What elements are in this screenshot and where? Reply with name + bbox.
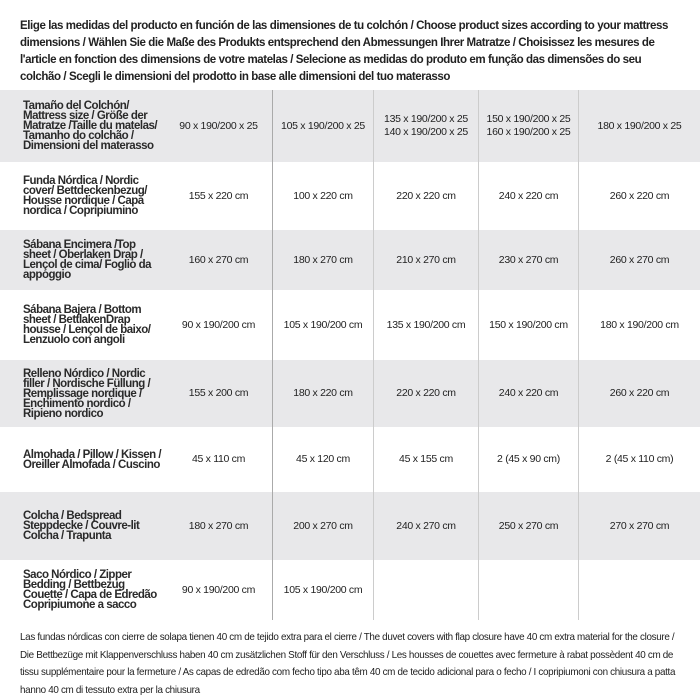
table-row: Sábana Encimera /Top sheet / Oberlaken D… xyxy=(0,230,700,290)
intro-text: Elige las medidas del producto en funció… xyxy=(20,18,668,83)
row-label: Saco Nórdico / Zipper Bedding / Bettbezu… xyxy=(23,569,157,611)
table-row: Sábana Bajera / Bottom sheet / Bettlaken… xyxy=(0,290,700,360)
table-row: Funda Nórdica / Nordic cover/ Bettdecken… xyxy=(0,162,700,230)
size-cell xyxy=(578,560,700,620)
size-cell: 180 x 190/200 x 25 xyxy=(578,90,700,162)
size-table: Tamaño del Colchón/ Mattress size / Größ… xyxy=(0,90,700,620)
size-cell: 220 x 220 cm xyxy=(373,162,478,230)
size-cell: 105 x 190/200 cm xyxy=(272,560,373,620)
row-label: Almohada / Pillow / Kissen / Oreiller Al… xyxy=(23,448,162,471)
size-cell xyxy=(478,560,578,620)
header-row: Tamaño del Colchón/ Mattress size / Größ… xyxy=(0,90,700,162)
size-cell: 90 x 190/200 cm xyxy=(181,583,256,596)
size-cell: 180 x 270 cm xyxy=(188,519,249,532)
size-cell: 100 x 220 cm xyxy=(272,162,373,230)
size-cell: 90 x 190/200 cm xyxy=(181,318,256,331)
size-cell: 45 x 110 cm xyxy=(191,453,246,465)
size-cell: 150 x 190/200 x 25 160 x 190/200 x 25 xyxy=(478,90,578,162)
size-cell: 105 x 190/200 cm xyxy=(272,290,373,360)
row-label: Sábana Bajera / Bottom sheet / Bettlaken… xyxy=(23,304,151,346)
row-label: Colcha / Bedspread Steppdecke / Couvre-l… xyxy=(23,510,140,542)
size-cell: 260 x 220 cm xyxy=(578,360,700,427)
size-cell: 260 x 220 cm xyxy=(578,162,700,230)
size-cell: 2 (45 x 90 cm) xyxy=(478,427,578,492)
size-cell: 155 x 200 cm xyxy=(188,387,249,399)
size-cell: 160 x 270 cm xyxy=(188,253,249,266)
size-cell: 180 x 270 cm xyxy=(272,230,373,290)
size-cell: 210 x 270 cm xyxy=(373,230,478,290)
footnote: Las fundas nórdicas con cierre de solapa… xyxy=(20,631,676,696)
size-cell: 135 x 190/200 cm xyxy=(373,290,478,360)
size-cell: 240 x 220 cm xyxy=(478,162,578,230)
size-cell: 45 x 155 cm xyxy=(373,427,478,492)
size-cell: 240 x 220 cm xyxy=(478,360,578,427)
size-cell: 260 x 270 cm xyxy=(578,230,700,290)
size-cell: 150 x 190/200 cm xyxy=(478,290,578,360)
size-cell: 180 x 220 cm xyxy=(272,360,373,427)
size-cell: 230 x 270 cm xyxy=(478,230,578,290)
size-cell: 155 x 220 cm xyxy=(188,189,249,202)
size-cell: 200 x 270 cm xyxy=(272,492,373,560)
table-row: Almohada / Pillow / Kissen / Oreiller Al… xyxy=(0,427,700,492)
row-label: Relleno Nórdico / Nordic filler / Nordis… xyxy=(23,367,151,420)
size-cell: 90 x 190/200 x 25 xyxy=(179,119,258,132)
size-cell: 240 x 270 cm xyxy=(373,492,478,560)
table-row: Relleno Nórdico / Nordic filler / Nordis… xyxy=(0,360,700,427)
row-label: Sábana Encimera /Top sheet / Oberlaken D… xyxy=(23,239,152,281)
size-cell xyxy=(373,560,478,620)
size-cell: 180 x 190/200 cm xyxy=(578,290,700,360)
table-row: Saco Nórdico / Zipper Bedding / Bettbezu… xyxy=(0,560,700,620)
size-cell: 45 x 120 cm xyxy=(272,427,373,492)
row-label: Tamaño del Colchón/ Mattress size / Größ… xyxy=(23,100,158,152)
row-label: Funda Nórdica / Nordic cover/ Bettdecken… xyxy=(23,175,147,217)
size-cell: 105 x 190/200 x 25 xyxy=(272,90,373,162)
size-cell: 2 (45 x 110 cm) xyxy=(578,427,700,492)
size-cell: 135 x 190/200 x 25 140 x 190/200 x 25 xyxy=(373,90,478,162)
size-cell: 250 x 270 cm xyxy=(478,492,578,560)
size-cell: 270 x 270 cm xyxy=(578,492,700,560)
size-cell: 220 x 220 cm xyxy=(373,360,478,427)
table-row: Colcha / Bedspread Steppdecke / Couvre-l… xyxy=(0,492,700,560)
